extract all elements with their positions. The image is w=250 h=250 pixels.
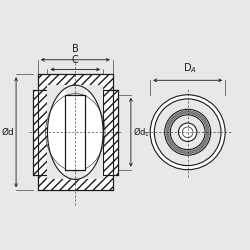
Circle shape: [165, 109, 211, 155]
Circle shape: [170, 115, 205, 150]
Text: D$_A$: D$_A$: [183, 61, 197, 75]
Text: B: B: [72, 44, 79, 54]
Polygon shape: [48, 85, 75, 180]
Text: Ød: Ød: [2, 128, 14, 137]
Polygon shape: [38, 174, 113, 190]
Polygon shape: [33, 90, 48, 174]
Text: C: C: [72, 55, 79, 65]
Polygon shape: [75, 85, 103, 180]
Circle shape: [150, 95, 225, 170]
Circle shape: [178, 123, 197, 142]
Polygon shape: [38, 74, 113, 90]
Polygon shape: [48, 85, 103, 180]
Polygon shape: [65, 95, 86, 170]
Circle shape: [154, 99, 221, 166]
Polygon shape: [103, 90, 118, 174]
Text: Ød$_1$: Ød$_1$: [133, 126, 150, 139]
